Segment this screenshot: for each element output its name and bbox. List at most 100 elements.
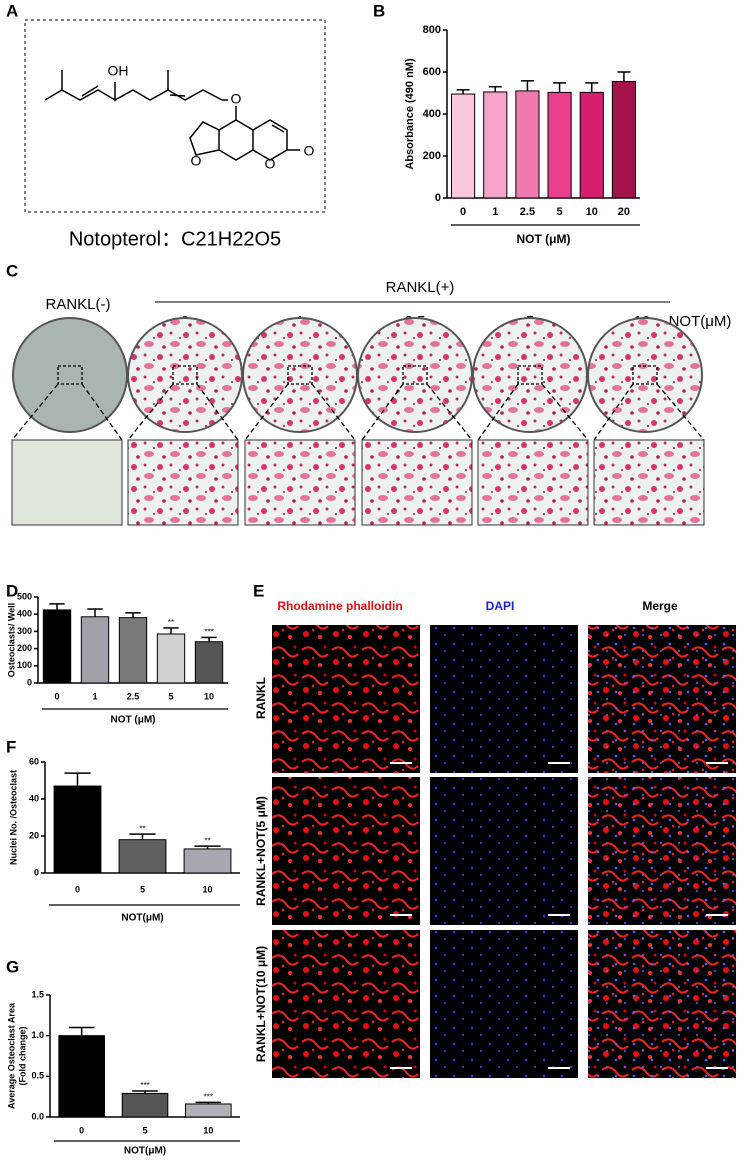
x-tick-label: 20 (618, 206, 630, 218)
y-tick-label: 1.5 (31, 989, 44, 999)
column-label: Merge (642, 599, 678, 613)
zoom-guide (477, 383, 519, 441)
x-tick-label: 2.5 (520, 206, 535, 218)
bar (579, 91, 604, 199)
y-tick-label: 200 (423, 150, 441, 162)
x-tick-label: 5 (140, 884, 145, 894)
micrograph (272, 777, 420, 925)
column-label: DAPI (486, 599, 515, 613)
column-label: Rhodamine phalloidin (277, 599, 402, 613)
bar (194, 641, 224, 684)
y-tick-label: 300 (17, 626, 32, 636)
y-axis-label: Osteoclasts/ Well (6, 603, 16, 677)
zoom-guide (311, 383, 356, 441)
row-label: RANKL+NOT(10 μM) (254, 946, 268, 1062)
zoom-image (11, 439, 123, 526)
y-tick-label: 0 (435, 192, 441, 204)
y-axis-label: (Fold change) (17, 1027, 27, 1086)
dish (127, 317, 243, 433)
x-tick-label: 1 (492, 206, 498, 218)
x-tick-label: 0 (79, 1125, 84, 1135)
panel-label: B (373, 1, 385, 20)
micrograph-overlay (588, 625, 736, 773)
micrograph (272, 930, 420, 1078)
bar (451, 93, 476, 199)
panel-label: A (6, 1, 18, 20)
micrograph (272, 625, 420, 773)
panel-label: G (6, 957, 19, 976)
x-tick-label: 10 (203, 1125, 213, 1135)
significance-label: *** (204, 1092, 213, 1101)
x-tick-label: 1 (92, 691, 97, 701)
x-tick-label: 2.5 (127, 691, 140, 701)
y-tick-label: 1.0 (31, 1030, 44, 1040)
micrograph-overlay (588, 777, 736, 925)
x-tick-label: 10 (586, 206, 598, 218)
bar (118, 839, 167, 874)
zoom-image (127, 439, 239, 526)
y-axis-label: Average Osteoclast Area (6, 1002, 16, 1109)
zoom-box (172, 365, 198, 385)
x-axis-label: NOT(μM) (121, 913, 163, 924)
bar (483, 91, 508, 199)
y-tick-label: 20 (29, 830, 39, 840)
zoom-guide (593, 383, 634, 441)
row-label: RANKL+NOT(5 μM) (254, 796, 268, 906)
bar (547, 91, 572, 199)
x-tick-label: 0 (54, 691, 59, 701)
y-tick-label: 800 (423, 24, 441, 36)
bar (42, 609, 72, 684)
dish (472, 317, 588, 433)
zoom-box (57, 365, 83, 385)
micrograph (430, 777, 578, 925)
zoom-guide (244, 383, 289, 441)
significance-label: *** (204, 628, 213, 637)
y-axis-label: Absorbance (490 nM) (404, 58, 416, 170)
atom-label: O (265, 156, 276, 172)
panel-label: E (253, 581, 264, 600)
y-axis-label: Nuclei No. /Osteoclast (8, 770, 18, 865)
y-tick-label: 60 (29, 756, 39, 766)
zoom-image (477, 439, 589, 526)
bar (611, 80, 636, 199)
dish (242, 317, 358, 433)
y-tick-label: 500 (17, 591, 32, 601)
bar (53, 785, 102, 874)
x-tick-label: 10 (204, 691, 214, 701)
zoom-guide (127, 383, 174, 441)
fluorescence-images (272, 625, 736, 1078)
atom-label: O (304, 143, 315, 159)
zoom-image (593, 439, 705, 526)
y-tick-label: 200 (17, 643, 32, 653)
dish-images (11, 317, 705, 526)
zoom-box (402, 365, 428, 385)
y-tick-label: 0 (34, 867, 39, 877)
micrograph-overlay (588, 930, 736, 1078)
zoom-box (517, 365, 543, 385)
atom-label: O (191, 153, 202, 169)
zoom-guide (196, 383, 239, 441)
bar (80, 616, 110, 684)
dish (12, 317, 128, 433)
zoom-box (287, 365, 313, 385)
x-tick-label: 0 (75, 884, 80, 894)
x-tick-label: 5 (557, 206, 563, 218)
bar (121, 1092, 169, 1118)
atom-label: O (231, 91, 242, 107)
bar (156, 633, 186, 684)
x-axis-label: NOT (μM) (517, 232, 571, 246)
zoom-image (244, 439, 356, 526)
group-label: RANKL(-) (45, 296, 110, 313)
zoom-guide (426, 383, 473, 441)
structure-bonds (44, 70, 300, 161)
y-tick-label: 100 (17, 660, 32, 670)
bar (515, 90, 540, 199)
micrograph (430, 930, 578, 1078)
bar (183, 848, 232, 874)
y-tick-label: 40 (29, 793, 39, 803)
x-tick-label: 5 (168, 691, 173, 701)
zoom-guide (541, 383, 589, 441)
significance-label: ** (139, 824, 145, 833)
zoom-guide (656, 383, 705, 441)
